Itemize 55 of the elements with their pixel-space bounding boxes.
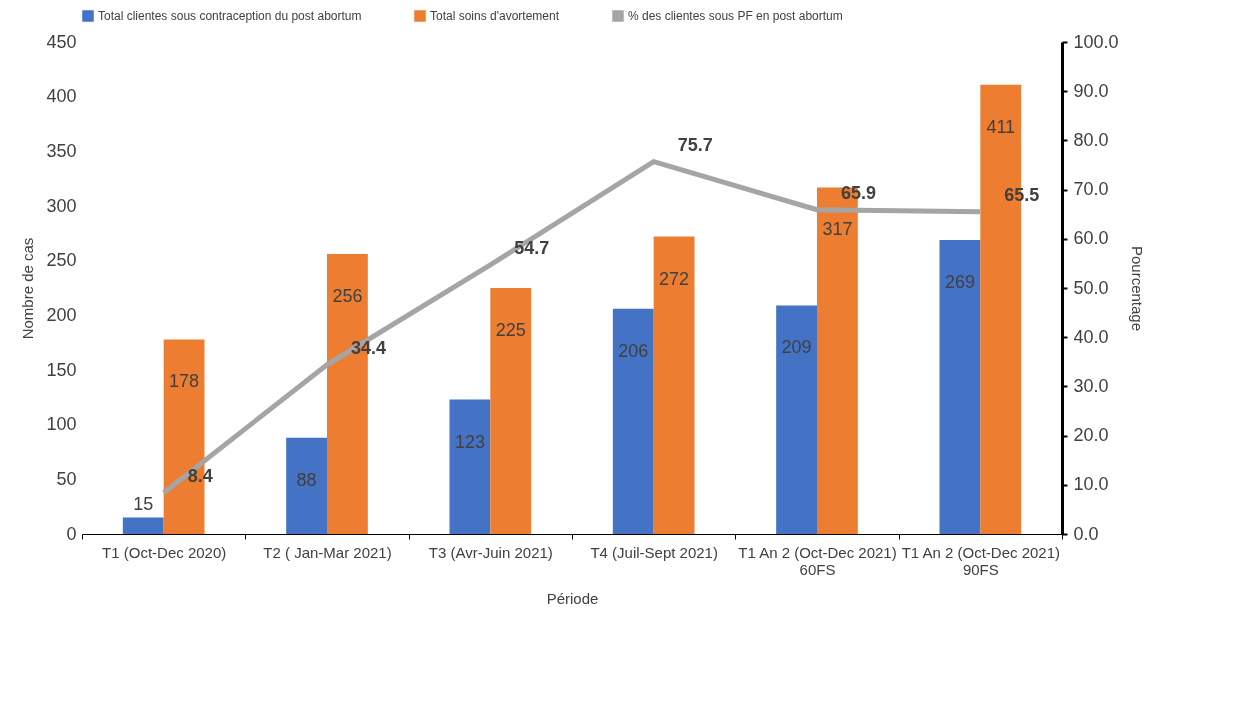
bar bbox=[490, 288, 532, 534]
y2-tick-label: 20.0 bbox=[1073, 425, 1109, 446]
bar bbox=[612, 308, 654, 534]
bar bbox=[286, 437, 327, 534]
bar bbox=[653, 236, 695, 534]
y-tick-label: 200 bbox=[46, 304, 77, 325]
y-tick-label: 350 bbox=[46, 140, 77, 161]
data-label: 15 bbox=[133, 493, 154, 514]
bar bbox=[449, 399, 491, 534]
y2-tick-label: 30.0 bbox=[1073, 375, 1109, 396]
x-tick-label: T1 An 2 (Oct-Dec 2021) 60FS bbox=[738, 543, 897, 578]
x-tick-label: T3 (Avr-Juin 2021) bbox=[428, 543, 553, 561]
bar bbox=[939, 239, 981, 534]
legend-label: Total soins d'avortement bbox=[430, 9, 560, 23]
data-label: 123 bbox=[454, 431, 485, 452]
data-label: 75.7 bbox=[677, 134, 713, 155]
y2-tick-label: 40.0 bbox=[1073, 326, 1109, 347]
data-label: 178 bbox=[169, 371, 200, 392]
y2-tick-label: 90.0 bbox=[1073, 80, 1109, 101]
y2-tick-label: 80.0 bbox=[1073, 129, 1109, 150]
x-axis-title: Période bbox=[546, 589, 599, 607]
bar bbox=[776, 305, 817, 534]
x-tick-label: T4 (Juil-Sept 2021) bbox=[590, 543, 718, 561]
y2-tick-label: 10.0 bbox=[1073, 474, 1109, 495]
y-tick-label: 450 bbox=[46, 31, 77, 52]
data-label: 411 bbox=[986, 116, 1016, 137]
x-tick-label: T1 An 2 (Oct-Dec 2021) 90FS bbox=[901, 543, 1061, 578]
y-tick-label: 400 bbox=[46, 86, 77, 107]
data-label: 88 bbox=[296, 469, 317, 490]
legend-label: Total clientes sous contraception du post abortum bbox=[98, 9, 362, 23]
y-tick-label: 250 bbox=[46, 250, 77, 271]
y2-tick-label: 0.0 bbox=[1073, 523, 1099, 544]
y-tick-label: 50 bbox=[56, 468, 77, 489]
x-tick-label: T2 ( Jan-Mar 2021) bbox=[263, 543, 392, 561]
y2-tick-label: 100.0 bbox=[1073, 31, 1119, 52]
y2-tick-label: 60.0 bbox=[1073, 228, 1109, 249]
legend-label: % des clientes sous PF en post abortum bbox=[628, 9, 843, 23]
y-tick-label: 0 bbox=[66, 523, 77, 544]
y-axis-title: Nombre de cas bbox=[19, 237, 37, 340]
data-label: 209 bbox=[781, 337, 812, 358]
y-tick-label: 100 bbox=[46, 414, 77, 435]
data-label: 269 bbox=[944, 271, 975, 292]
data-label: 256 bbox=[332, 286, 363, 307]
data-label: 206 bbox=[618, 340, 649, 361]
y-tick-label: 150 bbox=[46, 359, 77, 380]
y-tick-label: 300 bbox=[46, 195, 77, 216]
data-label: 54.7 bbox=[514, 237, 550, 258]
bar bbox=[122, 517, 164, 534]
data-label: 225 bbox=[495, 320, 526, 340]
y2-tick-label: 50.0 bbox=[1073, 277, 1109, 298]
x-tick-label: T1 (Oct-Dec 2020) bbox=[102, 543, 227, 561]
data-label: 272 bbox=[659, 268, 690, 289]
y2-axis-title: Pourcentage bbox=[1128, 245, 1146, 332]
data-label: 317 bbox=[822, 219, 853, 240]
y2-tick-label: 70.0 bbox=[1073, 179, 1109, 200]
